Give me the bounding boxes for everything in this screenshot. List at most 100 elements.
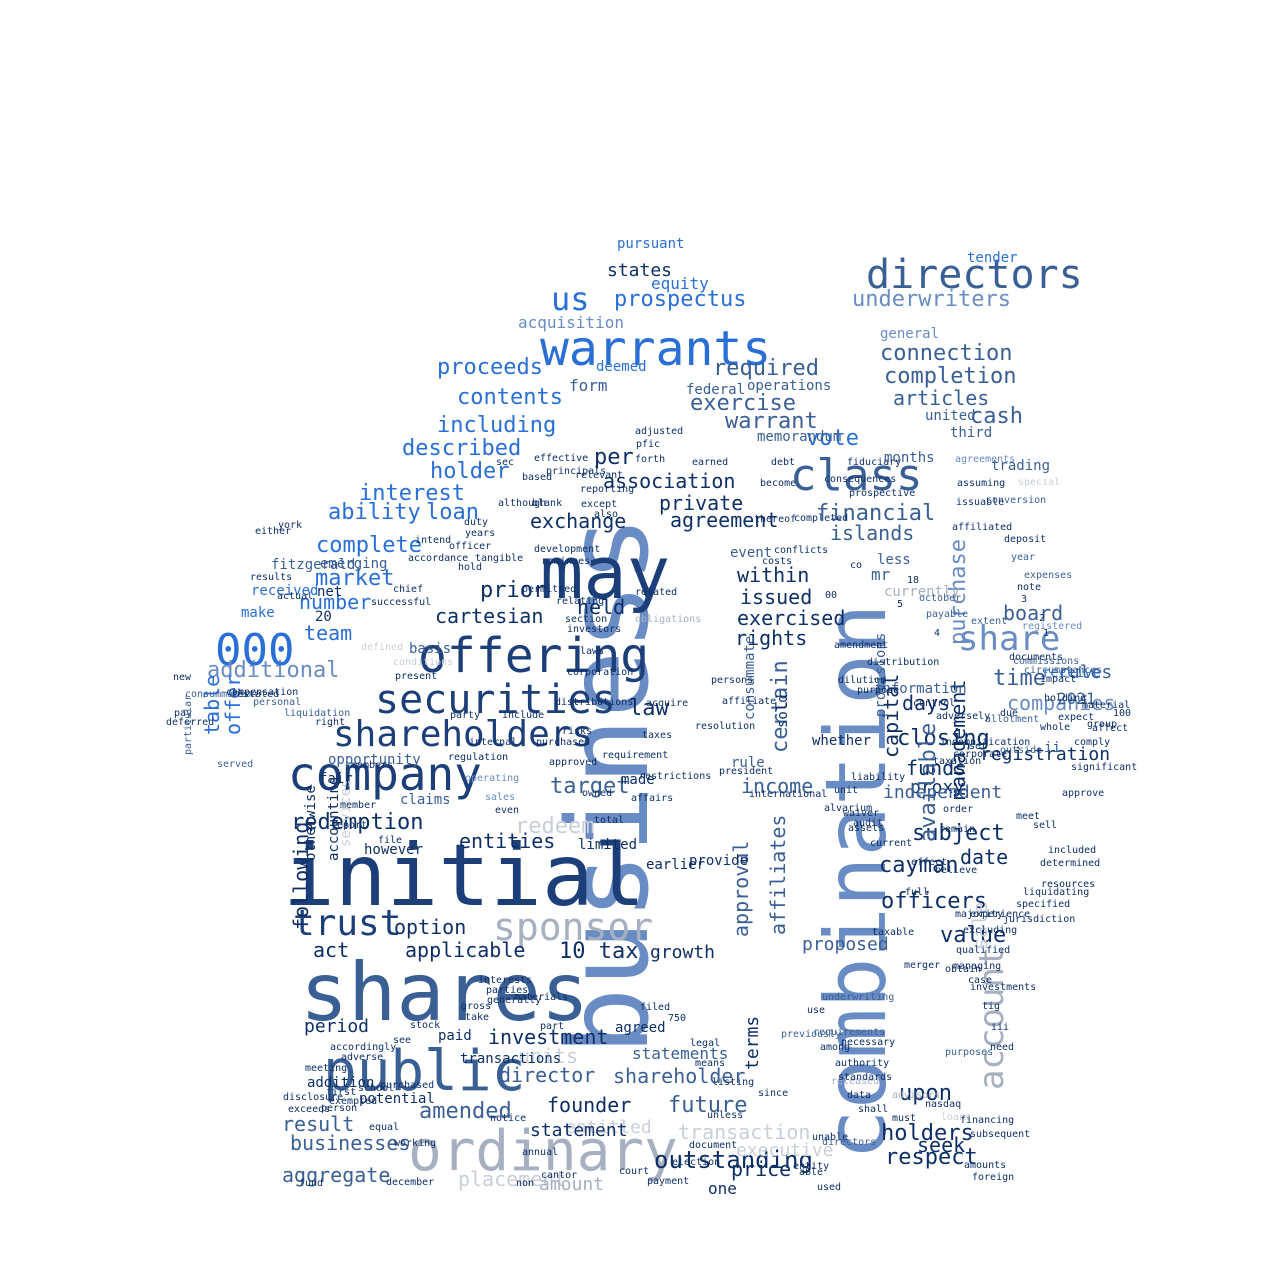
word-underwriters: underwriters	[852, 287, 1011, 312]
word-present: present	[395, 671, 437, 682]
word-investment: investment	[488, 1025, 608, 1049]
word-year: year	[1011, 552, 1035, 563]
word-part: part	[540, 1021, 564, 1032]
word-sold: sold	[775, 694, 791, 728]
word-remain: remain	[939, 824, 975, 835]
word-made: made	[621, 772, 655, 788]
word-unit: unit	[834, 785, 858, 796]
word-even: even	[495, 805, 519, 816]
word-issuable: issuable	[956, 497, 1004, 508]
word-10-tax: 10 tax	[559, 939, 638, 964]
word-personal: personal	[253, 697, 301, 708]
word-standards: standards	[838, 1072, 892, 1083]
word-affairs: affairs	[631, 793, 673, 804]
word-information: information	[874, 681, 967, 697]
word-approval: approval	[729, 841, 753, 937]
word-make: make	[241, 605, 275, 621]
word-meet: meet	[1016, 811, 1040, 822]
word-court: court	[619, 1166, 649, 1177]
word-sponsor: sponsor	[493, 905, 653, 949]
word-october: october	[919, 593, 961, 604]
word-redemption: redemption	[291, 810, 423, 835]
word-executive: executive	[736, 1140, 834, 1161]
word-growth: growth	[650, 942, 715, 963]
word-proposed: proposed	[802, 934, 889, 955]
word-election: election	[672, 1157, 720, 1168]
word-exercise: exercise	[690, 391, 796, 416]
word-although: although	[498, 498, 546, 509]
word-stock: stock	[410, 1020, 440, 1031]
word-report: report	[331, 820, 367, 831]
word-deposit: deposit	[1004, 534, 1046, 545]
word-compensation: compensation	[226, 687, 298, 698]
word-proceeds: proceeds	[437, 355, 543, 380]
word-fiduciary: fiduciary	[847, 457, 901, 468]
word-less: less	[877, 552, 911, 568]
word-majority: majority	[955, 909, 1003, 920]
word-authority: authority	[835, 1058, 889, 1069]
word-opportunity: opportunity	[328, 752, 421, 768]
word-statements: statements	[632, 1044, 728, 1063]
word-value: value	[940, 923, 1006, 948]
word-described: described	[402, 436, 521, 461]
word-liability: liability	[851, 772, 905, 783]
word-exchange: exchange	[530, 509, 626, 533]
word-jurisdiction: jurisdiction	[1003, 914, 1075, 925]
word-businesses: businesses	[290, 1131, 410, 1155]
word-united: united	[925, 408, 976, 424]
word-pfic: pfic	[636, 439, 660, 450]
word-registered: registered	[1022, 621, 1082, 632]
word-years: years	[465, 528, 495, 539]
word-related: related	[635, 587, 677, 598]
word-law: law	[629, 696, 669, 721]
word-affiliated: affiliated	[952, 522, 1012, 533]
word-subsequent: subsequent	[970, 1129, 1030, 1140]
word-adverse: adverse	[341, 1052, 383, 1063]
word-ability: ability	[328, 500, 421, 525]
word-investments: investments	[970, 982, 1036, 993]
word-due: due	[1000, 708, 1018, 719]
word-result: result	[282, 1112, 354, 1136]
word-currently: currently	[884, 584, 960, 600]
word-event: event	[730, 545, 772, 561]
word-ii: ii	[1044, 740, 1061, 756]
word-amount: amount	[539, 1174, 604, 1195]
word-shareholder: shareholder	[613, 1064, 745, 1088]
word-provide: provide	[689, 853, 748, 869]
word-time: time	[993, 666, 1046, 691]
word-merger: merger	[904, 960, 940, 971]
word-consequences: consequences	[824, 474, 896, 485]
word-become: become	[760, 478, 796, 489]
word-assets: assets	[848, 823, 884, 834]
word-managing: managing	[953, 961, 1001, 972]
word-amended: amended	[419, 1099, 512, 1124]
word-december: december	[386, 1177, 434, 1188]
word-4: 4	[934, 628, 940, 639]
word-investors: investors	[567, 624, 621, 635]
word-foreign: foreign	[972, 1172, 1014, 1183]
word-earlier: earlier	[646, 857, 705, 873]
word-document: document	[689, 1140, 737, 1151]
word-upon: upon	[899, 1081, 952, 1106]
word-new: new	[173, 672, 192, 683]
word-used: used	[817, 1182, 841, 1193]
word-additional: additional	[207, 658, 339, 683]
word-set: set	[969, 741, 987, 752]
word-obtain: obtain	[945, 964, 981, 975]
word-pursuant: pursuant	[617, 236, 684, 252]
word-also: also	[594, 509, 618, 520]
word-number: number	[299, 590, 371, 614]
word-accounting: accounting	[326, 777, 342, 861]
word-use: use	[807, 1005, 825, 1016]
word-equity: equity	[651, 274, 709, 293]
word-comply: comply	[1074, 737, 1110, 748]
word-100: 100	[1113, 708, 1131, 719]
word-trading: trading	[991, 458, 1050, 474]
word-purchased: purchased	[380, 1080, 434, 1091]
word-750: 750	[668, 1013, 686, 1024]
word-nasdaq: nasdaq	[925, 1099, 961, 1110]
word-amendment: amendment	[834, 640, 888, 651]
word-must: must	[892, 1113, 916, 1124]
word-alvarium: alvarium	[824, 803, 872, 814]
word-form: form	[569, 376, 608, 395]
